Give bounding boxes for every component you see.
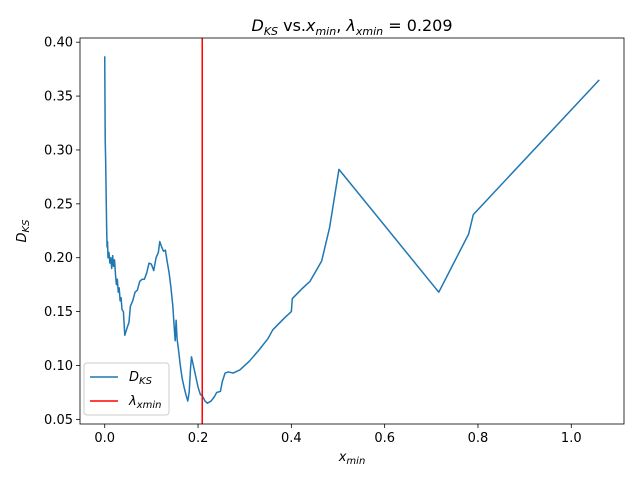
x-axis-label: xmin <box>338 450 366 467</box>
x-tick-label: 0.2 <box>188 431 209 446</box>
legend-lambda-main: λ <box>128 394 137 409</box>
x-tick-label: 0.4 <box>281 431 302 446</box>
x-tick-label: 0.0 <box>94 431 115 446</box>
legend-dks-sub: KS <box>139 376 153 387</box>
legend: DKS λxmin <box>83 362 170 416</box>
y-tick-label: 0.40 <box>44 36 73 51</box>
x-axis-ticks: 0.0 0.2 0.4 0.6 0.8 1.0 <box>94 424 582 446</box>
y-tick-label: 0.10 <box>44 359 73 374</box>
title-vs: vs. <box>278 16 306 35</box>
title-eq: = 0.209 <box>383 16 452 35</box>
y-tick-label: 0.30 <box>44 143 73 158</box>
x-tick-label: 0.8 <box>468 431 489 446</box>
xlabel-sub: min <box>346 456 365 467</box>
x-tick-label: 1.0 <box>561 431 582 446</box>
title-x: x <box>305 16 316 35</box>
title-lambda-sub: xmin <box>355 25 383 38</box>
axes-frame <box>79 37 625 425</box>
title-d-sub: KS <box>264 25 278 38</box>
y-tick-label: 0.35 <box>44 90 73 105</box>
series-line-0 <box>103 56 600 404</box>
y-tick-label: 0.15 <box>44 305 73 320</box>
xlabel-main: x <box>338 450 347 465</box>
plot-area <box>79 37 625 425</box>
title-comma: , <box>336 16 346 35</box>
y-axis-label: DKS <box>15 219 32 243</box>
chart-title: DKS vs.xmin, λxmin = 0.209 <box>251 16 452 38</box>
ylabel-main: D <box>15 232 30 242</box>
title-d: D <box>251 16 263 35</box>
legend-label-lambda: λxmin <box>128 394 161 411</box>
y-axis-ticks: 0.05 0.10 0.15 0.20 0.25 0.30 0.35 0.40 <box>44 36 80 428</box>
legend-box <box>83 362 170 416</box>
x-tick-label: 0.6 <box>374 431 395 446</box>
legend-lambda-sub: xmin <box>136 400 162 411</box>
title-lambda: λ <box>345 16 355 35</box>
y-tick-label: 0.20 <box>44 251 73 266</box>
legend-label-dks: DKS <box>129 370 153 387</box>
legend-dks-main: D <box>129 370 139 385</box>
title-x-sub: min <box>315 25 336 38</box>
y-tick-label: 0.25 <box>44 197 73 212</box>
ylabel-sub: KS <box>21 219 32 233</box>
y-tick-label: 0.05 <box>44 413 73 428</box>
